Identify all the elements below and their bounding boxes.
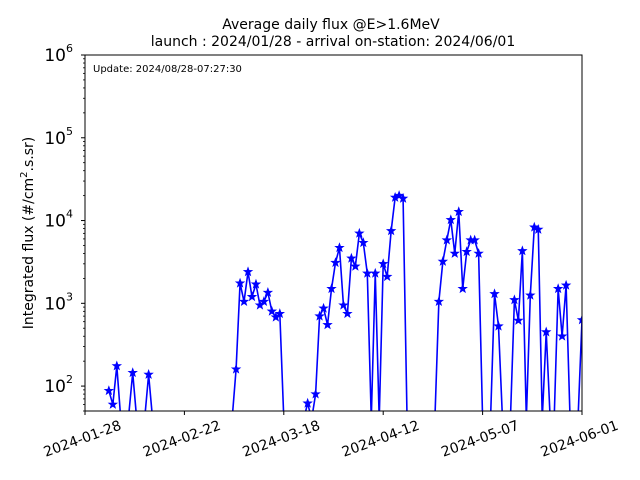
data-point [457, 283, 468, 294]
data-point [242, 266, 254, 277]
x-tick-label: 2024-06-01 [539, 418, 621, 461]
x-tick-label: 2024-03-18 [240, 418, 322, 461]
data-point [576, 314, 582, 325]
data-point [473, 248, 484, 258]
data-point [338, 299, 349, 310]
data-point [262, 287, 274, 297]
data-point [107, 398, 119, 409]
data-point [517, 245, 528, 256]
y-tick-label: 102 [44, 373, 73, 397]
data-point [453, 206, 464, 217]
data-point [258, 296, 270, 306]
data-point [533, 223, 544, 234]
data-point [513, 315, 524, 325]
data-point [238, 296, 250, 306]
data-point [274, 308, 286, 319]
data-point [354, 227, 365, 238]
data-point [445, 214, 457, 225]
data-point [449, 248, 460, 258]
data-point [358, 237, 369, 248]
data-point [493, 320, 504, 331]
data-point [326, 283, 337, 294]
data-point [334, 242, 345, 253]
data-point [489, 288, 500, 299]
data-point [397, 192, 409, 203]
series-layer [103, 190, 599, 411]
data-point [529, 221, 540, 232]
data-point [143, 369, 154, 379]
chart-title: Average daily flux @E>1.6MeV [222, 17, 440, 33]
update-annotation: Update: 2024/08/28-07:27:30 [93, 64, 242, 75]
data-point [342, 308, 353, 319]
data-point [381, 271, 393, 282]
plot-frame [84, 54, 583, 412]
data-point [580, 327, 582, 329]
data-point [541, 326, 552, 337]
data-point [509, 294, 520, 305]
data-point [590, 311, 599, 319]
data-point [385, 225, 397, 236]
data-point [234, 277, 246, 288]
data-point [556, 330, 568, 341]
data-point [322, 319, 333, 330]
data-point [461, 246, 472, 257]
data-point [246, 291, 258, 302]
x-tick-label: 2024-04-12 [340, 418, 422, 461]
data-point [127, 367, 138, 378]
data-point [552, 283, 564, 294]
data-point [250, 278, 262, 289]
data-point [586, 289, 595, 297]
data-point [103, 385, 115, 396]
x-tick-label: 2024-05-07 [439, 418, 521, 461]
x-axis: 2024-01-28 2024-02-22 2024-03-18 2024-04-12… [42, 411, 621, 461]
data-point [111, 360, 123, 371]
y-tick-label: 104 [44, 208, 73, 232]
data-point [346, 252, 357, 263]
data-point [560, 279, 572, 290]
chart-subtitle: launch : 2024/01/28 - arrival on-station… [151, 34, 516, 50]
data-point [314, 310, 325, 321]
y-tick-label: 105 [44, 125, 73, 149]
data-point [266, 305, 278, 316]
data-point [525, 289, 536, 300]
y-axis: 102 103 104 105 106 [44, 42, 85, 412]
data-point [330, 257, 341, 268]
data-point [433, 296, 445, 306]
data-point [350, 260, 361, 271]
data-point [437, 256, 449, 266]
data-point [370, 267, 381, 278]
data-point [230, 363, 242, 374]
y-tick-label: 106 [44, 42, 73, 66]
y-tick-label: 103 [44, 290, 73, 314]
data-point [302, 397, 313, 408]
data-point [310, 388, 321, 399]
data-point [469, 234, 480, 245]
x-tick-label: 2024-01-28 [42, 418, 124, 461]
data-point [318, 302, 329, 313]
data-point [378, 258, 389, 269]
x-tick-label: 2024-02-22 [141, 418, 223, 461]
series-line [108, 194, 582, 411]
y-axis-label: Integrated flux (#/cm2.s.sr) [19, 137, 37, 330]
data-point [441, 234, 453, 245]
